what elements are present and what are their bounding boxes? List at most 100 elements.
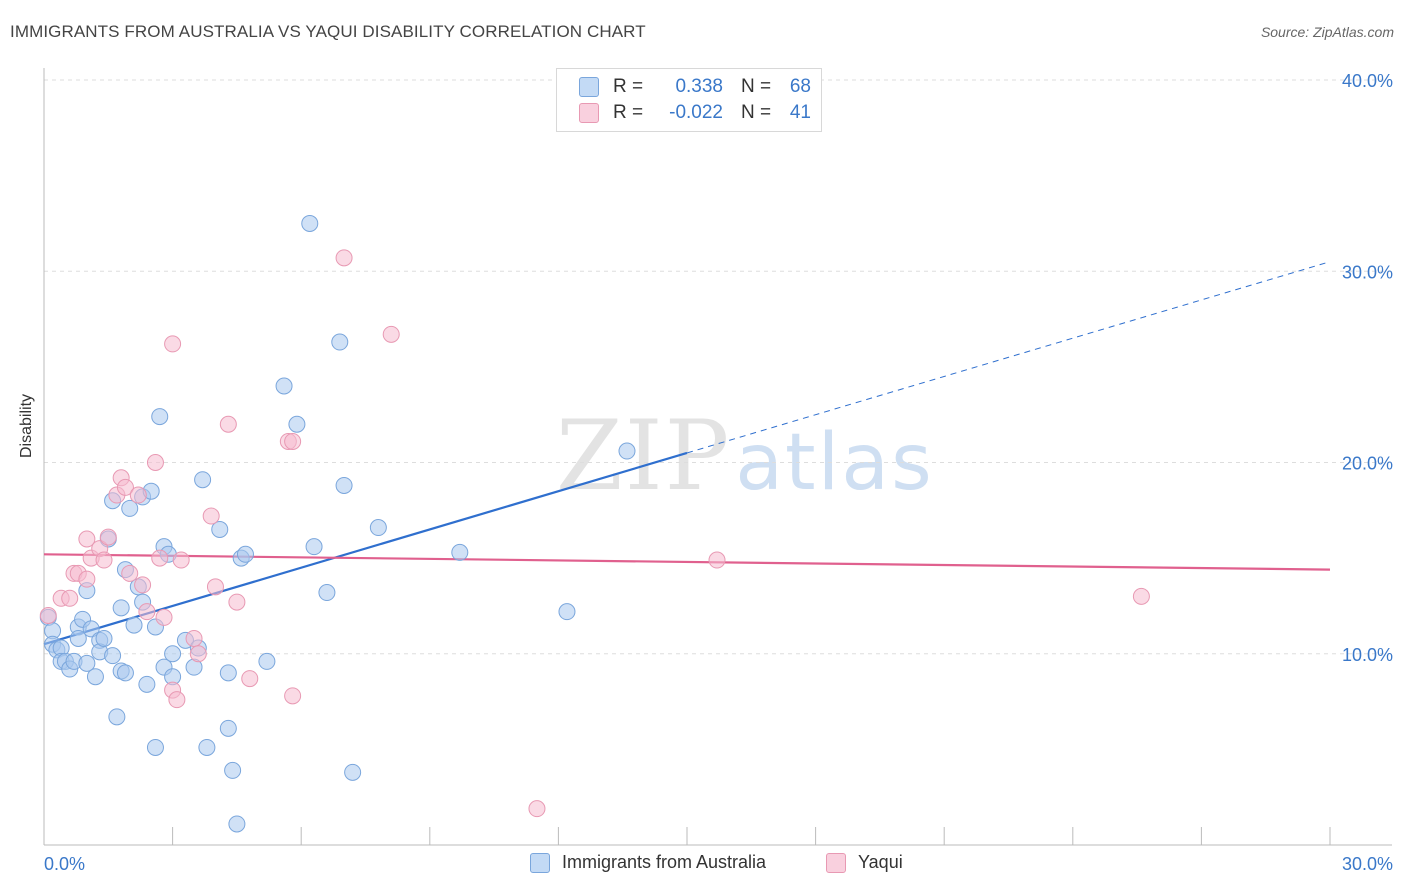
series-legend-australia: Immigrants from Australia bbox=[530, 852, 766, 873]
point-yaqui bbox=[185, 629, 203, 647]
point-yaqui bbox=[164, 335, 182, 353]
point-australia bbox=[125, 616, 143, 634]
point-australia bbox=[95, 629, 113, 647]
y-tick-label: 30.0% bbox=[1342, 262, 1393, 282]
axes bbox=[43, 68, 1392, 846]
point-australia bbox=[138, 675, 156, 693]
point-yaqui bbox=[129, 486, 147, 504]
series-legend-yaqui: Yaqui bbox=[826, 852, 903, 873]
series-swatch-blue bbox=[530, 852, 550, 873]
point-yaqui bbox=[61, 589, 79, 607]
trend-lines bbox=[43, 261, 1331, 646]
source-label: Source: ZipAtlas.com bbox=[1260, 24, 1394, 40]
watermark: ZIPatlas bbox=[556, 400, 934, 512]
legend-r-label: R = bbox=[613, 76, 644, 97]
point-yaqui bbox=[202, 507, 220, 525]
point-yaqui bbox=[78, 530, 96, 548]
point-yaqui bbox=[121, 564, 139, 582]
legend-swatch-blue bbox=[579, 77, 599, 97]
point-australia bbox=[121, 499, 139, 517]
point-yaqui bbox=[151, 549, 169, 567]
y-tick-label: 20.0% bbox=[1342, 454, 1393, 474]
point-australia bbox=[335, 476, 353, 494]
point-yaqui bbox=[172, 551, 190, 569]
point-yaqui bbox=[155, 608, 173, 626]
trend-line-yaqui bbox=[43, 553, 1331, 571]
point-yaqui bbox=[335, 249, 353, 267]
point-yaqui bbox=[708, 551, 726, 569]
point-australia bbox=[301, 214, 319, 232]
point-australia bbox=[82, 620, 100, 638]
point-australia bbox=[151, 408, 169, 426]
point-australia bbox=[219, 719, 237, 737]
point-australia bbox=[86, 668, 104, 686]
legend-n-label: N = bbox=[741, 102, 772, 123]
point-yaqui bbox=[78, 570, 96, 588]
point-australia bbox=[164, 645, 182, 663]
point-yaqui bbox=[146, 454, 164, 471]
point-australia bbox=[258, 652, 276, 670]
watermark-zip: ZIP bbox=[556, 400, 732, 512]
series-swatch-pink bbox=[826, 852, 846, 873]
point-australia bbox=[224, 761, 242, 779]
y-tick-label: 10.0% bbox=[1342, 645, 1393, 665]
tick-labels: 10.0% 20.0% 30.0% 40.0% 0.0% 30.0% bbox=[44, 71, 1393, 874]
point-australia bbox=[228, 815, 246, 833]
point-australia bbox=[451, 543, 469, 561]
point-yaqui bbox=[138, 603, 156, 621]
point-australia bbox=[236, 545, 254, 563]
point-australia bbox=[146, 738, 164, 756]
chart-title: IMMIGRANTS FROM AUSTRALIA VS YAQUI DISAB… bbox=[10, 22, 646, 41]
legend-r-label: R = bbox=[613, 102, 644, 123]
point-yaqui bbox=[189, 645, 207, 663]
point-australia bbox=[198, 738, 216, 756]
point-yaqui bbox=[1132, 587, 1150, 605]
point-australia bbox=[69, 629, 87, 647]
point-yaqui bbox=[95, 551, 113, 569]
point-yaqui bbox=[134, 576, 152, 594]
point-australia bbox=[219, 664, 237, 682]
legend-n-label: N = bbox=[741, 76, 772, 97]
legend-row-australia: R = 0.338 N = 68 bbox=[579, 75, 811, 99]
y-axis-label: Disability bbox=[18, 393, 35, 458]
correlation-legend: R = 0.338 N = 68 R = -0.022 N = 41 bbox=[556, 68, 822, 132]
series-label-australia: Immigrants from Australia bbox=[562, 852, 767, 872]
point-yaqui bbox=[116, 478, 134, 496]
legend-row-yaqui: R = -0.022 N = 41 bbox=[579, 101, 811, 125]
x-tick-label-max: 30.0% bbox=[1342, 854, 1393, 874]
point-australia bbox=[112, 599, 130, 617]
legend-n-value: 68 bbox=[789, 76, 811, 97]
point-yaqui bbox=[99, 528, 117, 546]
point-australia bbox=[305, 538, 323, 556]
point-australia bbox=[618, 442, 636, 460]
point-australia bbox=[116, 664, 134, 682]
y-tick-label: 40.0% bbox=[1342, 71, 1393, 91]
point-australia bbox=[558, 603, 576, 621]
point-australia bbox=[288, 415, 306, 433]
point-australia bbox=[108, 708, 126, 726]
point-yaqui bbox=[528, 800, 546, 818]
point-australia bbox=[104, 647, 122, 665]
point-yaqui bbox=[219, 415, 237, 433]
point-yaqui bbox=[39, 607, 57, 624]
point-yaqui bbox=[382, 325, 400, 343]
legend-n-value: 41 bbox=[789, 102, 811, 123]
x-tick-label-min: 0.0% bbox=[44, 854, 85, 874]
point-australia bbox=[344, 763, 362, 781]
point-australia bbox=[194, 471, 212, 489]
point-australia bbox=[318, 584, 336, 602]
legend-swatch-pink bbox=[579, 103, 599, 123]
point-yaqui bbox=[206, 578, 224, 596]
data-points bbox=[39, 214, 1150, 833]
series-label-yaqui: Yaqui bbox=[858, 852, 903, 872]
point-australia bbox=[211, 520, 229, 538]
point-yaqui bbox=[241, 670, 259, 688]
point-australia bbox=[78, 654, 96, 672]
legend-r-value: -0.022 bbox=[669, 102, 723, 123]
point-australia bbox=[275, 377, 293, 395]
point-australia bbox=[369, 519, 387, 537]
point-yaqui bbox=[168, 691, 186, 709]
point-australia bbox=[331, 333, 349, 351]
point-yaqui bbox=[284, 432, 302, 450]
